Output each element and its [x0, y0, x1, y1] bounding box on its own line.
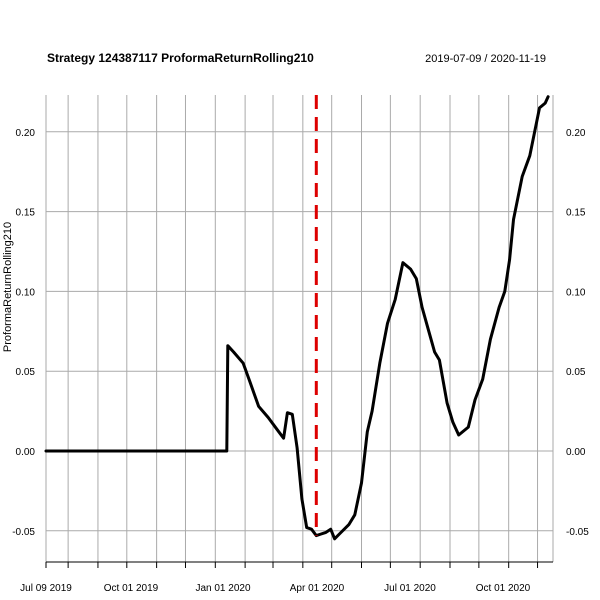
x-tick-label: Oct 01 2020	[476, 583, 531, 594]
y-tick-label-left: 0.05	[16, 367, 36, 378]
y-tick-label-left: 0.10	[16, 287, 36, 298]
date-range: 2019-07-09 / 2020-11-19	[425, 53, 546, 65]
x-tick-label: Oct 01 2019	[104, 583, 159, 594]
y-tick-label-left: 0.20	[16, 128, 36, 139]
y-tick-label-left: 0.00	[16, 447, 36, 458]
y-tick-label-right: 0.15	[566, 208, 586, 219]
y-tick-label-left: 0.15	[16, 208, 36, 219]
series-line	[44, 95, 550, 541]
chart-title: Strategy 124387117 ProformaReturnRolling…	[47, 51, 314, 65]
x-tick-label: Jul 09 2019	[20, 583, 72, 594]
tick-labels: -0.05 -0.05 0.00 0.00 0.05 0.05 0.10 0.10 0.15 0.…	[12, 128, 589, 594]
vertical-gridlines	[45, 95, 554, 562]
y-tick-label-right: 0.05	[566, 367, 586, 378]
x-tick-label: Jan 01 2020	[195, 583, 250, 594]
y-tick-label-right: 0.20	[566, 128, 586, 139]
y-tick-label-left: -0.05	[12, 527, 35, 538]
series	[44, 95, 550, 541]
x-tick-label: Jul 01 2020	[384, 583, 436, 594]
x-tick-label: Apr 01 2020	[290, 583, 345, 594]
axes	[45, 561, 553, 568]
y-tick-label-right: 0.10	[566, 287, 586, 298]
y-axis-label: ProformaReturnRolling210	[2, 222, 14, 352]
y-tick-label-right: -0.05	[566, 527, 589, 538]
y-tick-label-right: 0.00	[566, 447, 586, 458]
